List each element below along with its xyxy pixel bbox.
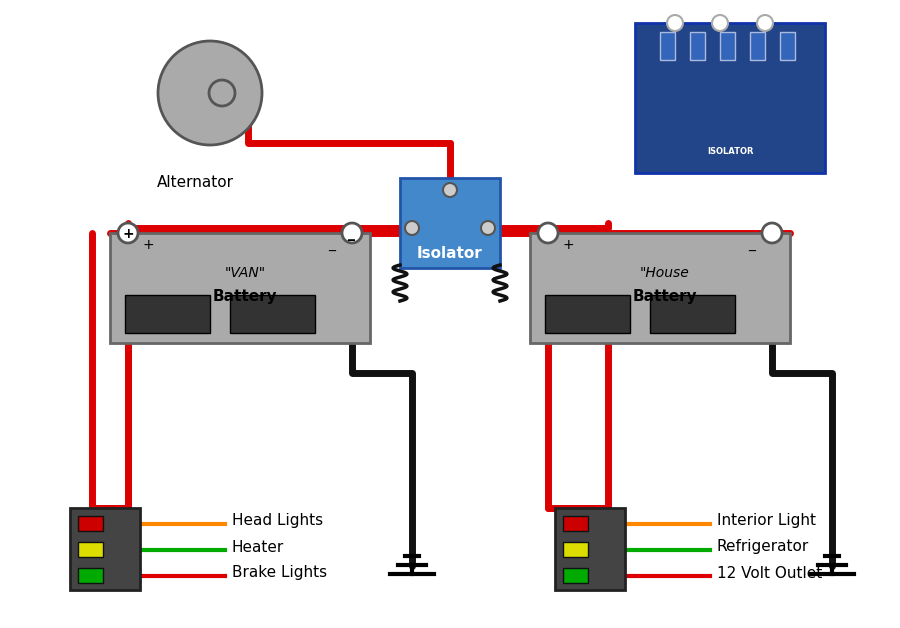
FancyBboxPatch shape (78, 568, 103, 583)
FancyBboxPatch shape (780, 32, 795, 60)
FancyBboxPatch shape (78, 516, 103, 531)
Circle shape (209, 80, 235, 106)
FancyBboxPatch shape (110, 233, 370, 343)
FancyBboxPatch shape (720, 32, 735, 60)
Circle shape (762, 223, 782, 243)
Text: Head Lights: Head Lights (232, 514, 323, 529)
Text: _: _ (348, 227, 356, 241)
Text: Refrigerator: Refrigerator (717, 539, 809, 555)
FancyBboxPatch shape (400, 178, 500, 268)
FancyBboxPatch shape (555, 508, 625, 590)
FancyBboxPatch shape (563, 568, 588, 583)
FancyBboxPatch shape (530, 233, 790, 343)
FancyBboxPatch shape (650, 295, 735, 333)
Text: _: _ (328, 238, 336, 252)
Circle shape (481, 221, 495, 235)
Text: +: + (562, 238, 574, 252)
FancyBboxPatch shape (635, 23, 825, 173)
FancyBboxPatch shape (545, 295, 630, 333)
Text: Alternator: Alternator (157, 175, 233, 190)
FancyBboxPatch shape (750, 32, 765, 60)
FancyBboxPatch shape (690, 32, 705, 60)
Text: Isolator: Isolator (417, 246, 483, 261)
FancyBboxPatch shape (78, 542, 103, 557)
Text: Heater: Heater (232, 539, 284, 555)
Text: "House: "House (640, 266, 690, 280)
Circle shape (712, 15, 728, 31)
Text: +: + (142, 238, 154, 252)
Text: Battery: Battery (633, 288, 698, 303)
Text: Interior Light: Interior Light (717, 514, 816, 529)
Circle shape (118, 223, 138, 243)
Circle shape (667, 15, 683, 31)
FancyBboxPatch shape (660, 32, 675, 60)
FancyBboxPatch shape (563, 542, 588, 557)
Text: Brake Lights: Brake Lights (232, 565, 327, 580)
Text: ISOLATOR: ISOLATOR (706, 147, 753, 156)
Text: _: _ (749, 238, 755, 252)
Circle shape (342, 223, 362, 243)
Circle shape (443, 183, 457, 197)
Text: "VAN": "VAN" (224, 266, 266, 280)
Text: Battery: Battery (212, 288, 277, 303)
Circle shape (405, 221, 419, 235)
FancyBboxPatch shape (125, 295, 210, 333)
FancyBboxPatch shape (70, 508, 140, 590)
FancyBboxPatch shape (563, 516, 588, 531)
Circle shape (538, 223, 558, 243)
FancyBboxPatch shape (230, 295, 315, 333)
Circle shape (757, 15, 773, 31)
Text: 12 Volt Outlet: 12 Volt Outlet (717, 565, 823, 580)
Text: +: + (122, 227, 134, 241)
Circle shape (158, 41, 262, 145)
